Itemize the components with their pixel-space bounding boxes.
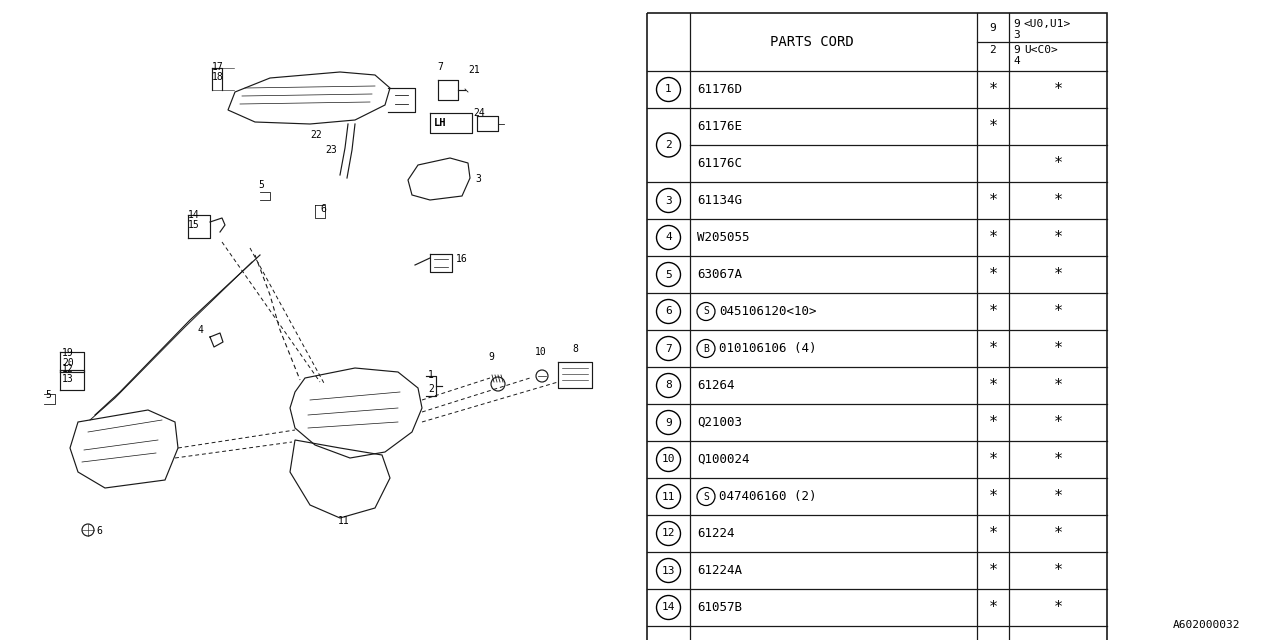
Text: 24: 24 <box>474 108 485 118</box>
Text: 6: 6 <box>96 526 102 536</box>
Text: 61176C: 61176C <box>698 157 742 170</box>
Text: *: * <box>988 600 997 615</box>
Text: 9: 9 <box>1012 45 1020 55</box>
Text: <U0,U1>: <U0,U1> <box>1024 19 1071 29</box>
Text: 19: 19 <box>61 348 74 358</box>
Text: 61134G: 61134G <box>698 194 742 207</box>
Text: S: S <box>703 492 709 502</box>
Text: A602000032: A602000032 <box>1172 620 1240 630</box>
Text: Q100024: Q100024 <box>698 453 750 466</box>
Text: LH: LH <box>434 118 447 128</box>
Text: 5: 5 <box>45 390 51 400</box>
Text: 61224: 61224 <box>698 527 735 540</box>
Text: 11: 11 <box>338 516 349 526</box>
Text: W205055: W205055 <box>698 231 750 244</box>
Text: *: * <box>988 415 997 430</box>
Text: 9: 9 <box>488 352 494 362</box>
Text: *: * <box>1053 489 1062 504</box>
Text: U<C0>: U<C0> <box>1024 45 1057 55</box>
Text: *: * <box>1053 304 1062 319</box>
Text: 8: 8 <box>666 381 672 390</box>
Text: 10: 10 <box>662 454 676 465</box>
Text: 11: 11 <box>662 492 676 502</box>
Text: 3: 3 <box>1012 30 1020 40</box>
Text: *: * <box>1053 341 1062 356</box>
Text: 7: 7 <box>436 62 443 72</box>
Text: *: * <box>1053 600 1062 615</box>
Text: 12: 12 <box>662 529 676 538</box>
Text: 17: 17 <box>212 62 224 72</box>
Text: PARTS CORD: PARTS CORD <box>771 35 854 49</box>
Text: 13: 13 <box>61 374 74 384</box>
Text: 5: 5 <box>666 269 672 280</box>
Text: *: * <box>988 82 997 97</box>
Bar <box>646 13 1107 640</box>
Text: 2: 2 <box>666 140 672 150</box>
Text: *: * <box>988 119 997 134</box>
Text: *: * <box>1053 230 1062 245</box>
Text: S: S <box>703 307 709 317</box>
Text: 9: 9 <box>1012 19 1020 29</box>
Text: *: * <box>988 304 997 319</box>
Text: 63067A: 63067A <box>698 268 742 281</box>
Text: 9: 9 <box>666 417 672 428</box>
Text: 3: 3 <box>666 195 672 205</box>
Text: 1: 1 <box>666 84 672 95</box>
Text: 4: 4 <box>198 325 204 335</box>
Text: 2: 2 <box>428 384 434 394</box>
Text: 6: 6 <box>666 307 672 317</box>
Text: 6: 6 <box>320 204 326 214</box>
Text: 13: 13 <box>662 566 676 575</box>
Text: 61176E: 61176E <box>698 120 742 133</box>
Text: 12: 12 <box>61 364 74 374</box>
Text: 61057B: 61057B <box>698 601 742 614</box>
Text: 4: 4 <box>666 232 672 243</box>
Text: 8: 8 <box>572 344 577 354</box>
Text: *: * <box>1053 267 1062 282</box>
Text: B: B <box>703 344 709 353</box>
Text: 22: 22 <box>310 130 321 140</box>
Text: *: * <box>1053 415 1062 430</box>
Text: 047406160 (2): 047406160 (2) <box>719 490 817 503</box>
Text: *: * <box>988 563 997 578</box>
Text: 14: 14 <box>188 210 200 220</box>
Text: 045106120<10>: 045106120<10> <box>719 305 817 318</box>
Text: *: * <box>1053 378 1062 393</box>
Text: 10: 10 <box>535 347 547 357</box>
Text: *: * <box>988 452 997 467</box>
Text: *: * <box>988 341 997 356</box>
Text: 61224A: 61224A <box>698 564 742 577</box>
Text: 18: 18 <box>212 72 224 82</box>
Text: 61264: 61264 <box>698 379 735 392</box>
Text: 14: 14 <box>662 602 676 612</box>
Text: *: * <box>988 193 997 208</box>
Text: 010106106 (4): 010106106 (4) <box>719 342 817 355</box>
Text: 21: 21 <box>468 65 480 75</box>
Text: *: * <box>988 489 997 504</box>
Text: *: * <box>1053 526 1062 541</box>
Text: *: * <box>1053 82 1062 97</box>
Text: 7: 7 <box>666 344 672 353</box>
Text: 5: 5 <box>259 180 264 190</box>
Text: 16: 16 <box>456 254 467 264</box>
Text: *: * <box>988 378 997 393</box>
Text: Q21003: Q21003 <box>698 416 742 429</box>
Text: 2: 2 <box>989 45 996 55</box>
Text: *: * <box>1053 193 1062 208</box>
Text: 23: 23 <box>325 145 337 155</box>
Text: *: * <box>1053 156 1062 171</box>
Text: 9: 9 <box>989 23 996 33</box>
Text: 3: 3 <box>475 174 481 184</box>
Text: *: * <box>988 526 997 541</box>
Text: *: * <box>1053 563 1062 578</box>
Text: 1: 1 <box>428 370 434 380</box>
Text: 15: 15 <box>188 220 200 230</box>
Text: 20: 20 <box>61 358 74 368</box>
Text: *: * <box>988 267 997 282</box>
Text: 4: 4 <box>1012 56 1020 66</box>
Text: *: * <box>988 230 997 245</box>
Text: *: * <box>1053 452 1062 467</box>
Text: 61176D: 61176D <box>698 83 742 96</box>
